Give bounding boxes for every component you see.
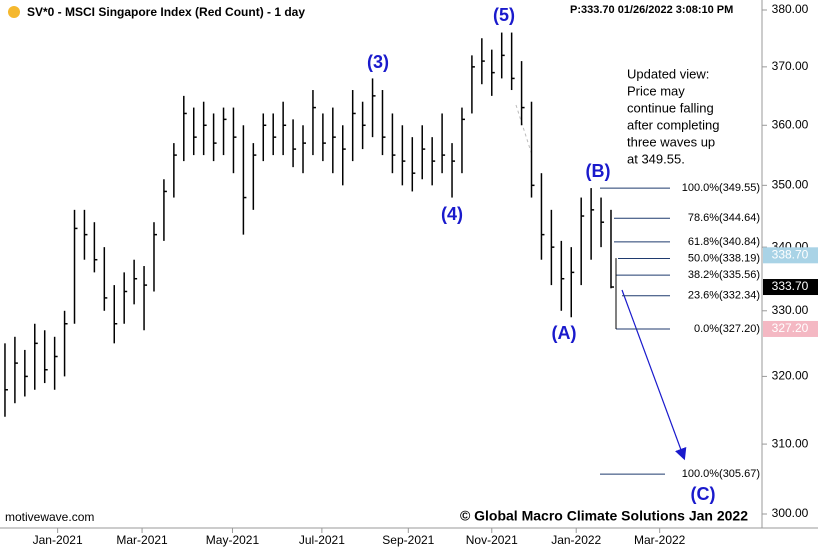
y-tick-label: 380.00 [772,2,809,16]
price-marker [763,279,818,296]
x-tick-label: Mar-2021 [116,533,168,547]
fib-label: 100.0%(349.55) [682,182,760,194]
wave-label: (B) [586,161,611,181]
price-info: P:333.70 01/26/2022 3:08:10 PM [570,4,733,16]
price-marker-label: 338.70 [772,247,809,261]
price-marker [763,247,818,264]
x-tick-label: May-2021 [206,533,260,547]
x-tick-label: Sep-2021 [382,533,434,547]
y-tick-label: 300.00 [772,506,809,520]
wave-label: (C) [691,484,716,504]
source: motivewave.com [5,510,94,524]
x-tick-label: Nov-2021 [466,533,518,547]
copyright: © Global Macro Climate Solutions Jan 202… [460,508,748,524]
projection-label: 100.0%(305.67) [682,468,760,480]
y-tick-label: 320.00 [772,369,809,383]
wave-connector [515,104,533,156]
wave-label: (A) [552,323,577,343]
x-tick-label: Jul-2021 [299,533,345,547]
price-marker-label: 327.20 [772,321,809,335]
fib-label: 61.8%(340.84) [688,236,760,248]
note-line: three waves up [627,134,715,149]
status-dot [8,6,20,18]
fib-label: 50.0%(338.19) [688,252,760,264]
chart-title: SV*0 - MSCI Singapore Index (Red Count) … [27,5,305,19]
note-line: Updated view: [627,66,709,81]
y-tick-label: 330.00 [772,303,809,317]
y-tick-label: 310.00 [772,436,809,450]
fib-label: 23.6%(332.34) [688,290,760,302]
y-tick-label: 350.00 [772,178,809,192]
note-line: continue falling [627,100,714,115]
x-tick-label: Jan-2021 [33,533,83,547]
y-tick-label: 360.00 [772,117,809,131]
fib-label: 78.6%(344.64) [688,212,760,224]
projection-arrow [621,289,687,461]
price-marker-label: 333.70 [772,279,809,293]
fib-label: 38.2%(335.56) [688,269,760,281]
x-tick-label: Mar-2022 [634,533,686,547]
note-line: at 349.55. [627,151,685,166]
note-line: after completing [627,117,720,132]
fib-label: 0.0%(327.20) [694,323,760,335]
x-tick-label: Jan-2022 [551,533,601,547]
note-line: Price may [627,83,685,98]
price-marker [763,320,818,337]
wave-label: (4) [441,204,463,224]
y-tick-label: 370.00 [772,59,809,73]
wave-label: (5) [493,5,515,25]
wave-label: (3) [367,52,389,72]
